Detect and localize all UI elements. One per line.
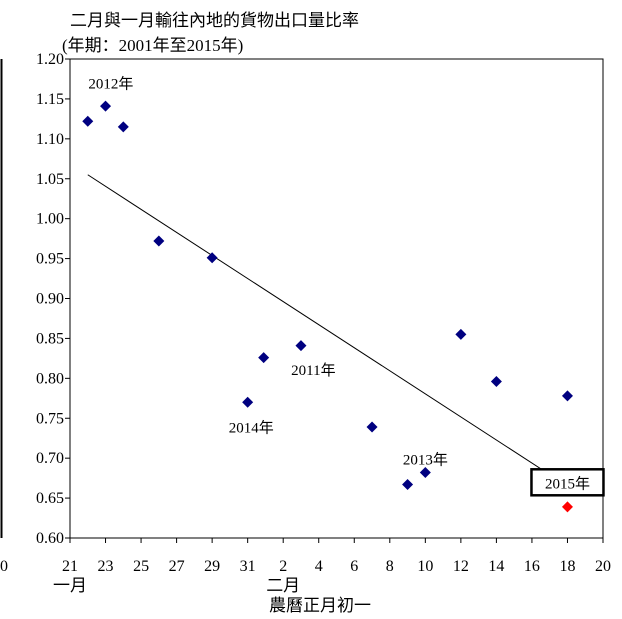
chart-title: 二月與一月輸往內地的貨物出口量比率: [70, 11, 359, 30]
data-point: [295, 340, 307, 352]
y-tick-label: 0.90: [36, 291, 64, 308]
month-labels: 一月 二月: [53, 576, 300, 595]
month-label: 一月: [53, 576, 87, 595]
data-point: [561, 390, 573, 402]
y-tick-label: 0.85: [36, 330, 64, 347]
y-tick-label: 0.70: [36, 450, 64, 467]
y-tick-label: 1.00: [36, 211, 64, 228]
x-tick-label: 8: [386, 558, 394, 575]
data-point: [153, 235, 165, 247]
data-point: [100, 100, 112, 112]
x-axis: 21 23 25 27 29 31 2 4 6 8 10 12 14 16 18 20: [62, 538, 611, 575]
y-axis: 0.60 0.65 0.70 0.75 0.80 0.85 0.90 0.95 1.00 1.05…: [36, 51, 70, 547]
highlight-annotation: 2015年: [530, 468, 605, 497]
data-point: [117, 121, 129, 133]
y-tick-label: 0.65: [36, 490, 64, 507]
x-tick-label: 12: [453, 558, 469, 575]
y-tick-label: 0.80: [36, 370, 64, 387]
x-tick-label: 14: [488, 558, 504, 575]
data-point-2015: [561, 501, 573, 513]
data-point: [455, 328, 467, 340]
trend-line: [87, 174, 568, 487]
annotation-label: 2014年: [229, 420, 274, 437]
x-tick-label: 16: [524, 558, 540, 575]
x-tick-label: 25: [133, 558, 149, 575]
y-tick-label: 0.60: [36, 530, 64, 547]
data-point: [366, 421, 378, 433]
plot-area: [69, 58, 604, 539]
y-tick-label: 1.20: [36, 51, 64, 68]
annotation-label: 2013年: [403, 452, 448, 469]
y-tick-label: 1.15: [36, 91, 64, 108]
y-tick-label: 0.75: [36, 410, 64, 427]
month-label: 二月: [266, 576, 300, 595]
data-point: [258, 352, 270, 364]
x-axis-label: 農曆正月初一: [269, 596, 371, 615]
annotation-label: 2012年: [88, 76, 133, 93]
x-tick-label: 29: [204, 558, 220, 575]
x-tick-label: 31: [240, 558, 256, 575]
chart-titles: 二月與一月輸往內地的貨物出口量比率 (年期：2001年至2015年): [62, 11, 359, 55]
y-tick-label: 0.95: [36, 251, 64, 268]
data-point: [242, 396, 254, 408]
data-point: [419, 467, 431, 479]
data-point: [82, 115, 94, 127]
data-points: [82, 100, 573, 513]
x-tick-label: 20: [595, 558, 611, 575]
x-tick-label: 4: [315, 558, 323, 575]
x-left-edge-label: 0: [0, 558, 8, 575]
x-tick-label: 6: [350, 558, 358, 575]
x-tick-label: 18: [559, 558, 575, 575]
annotation-box: [530, 468, 605, 497]
annotation-label: 2011年: [291, 362, 335, 379]
chart-subtitle: (年期：2001年至2015年): [62, 36, 243, 55]
year-annotations: 2012年 2011年 2014年 2013年: [88, 76, 447, 469]
data-point: [206, 252, 218, 264]
x-tick-label: 2: [279, 558, 287, 575]
x-tick-label: 27: [169, 558, 185, 575]
y-tick-label: 1.05: [36, 171, 64, 188]
x-tick-label: 23: [98, 558, 114, 575]
data-point: [490, 376, 502, 388]
x-tick-label: 21: [62, 558, 78, 575]
annotation-2015: 2015年: [545, 475, 590, 492]
data-point: [402, 479, 414, 491]
x-tick-label: 10: [417, 558, 433, 575]
y-tick-label: 1.10: [36, 131, 64, 148]
